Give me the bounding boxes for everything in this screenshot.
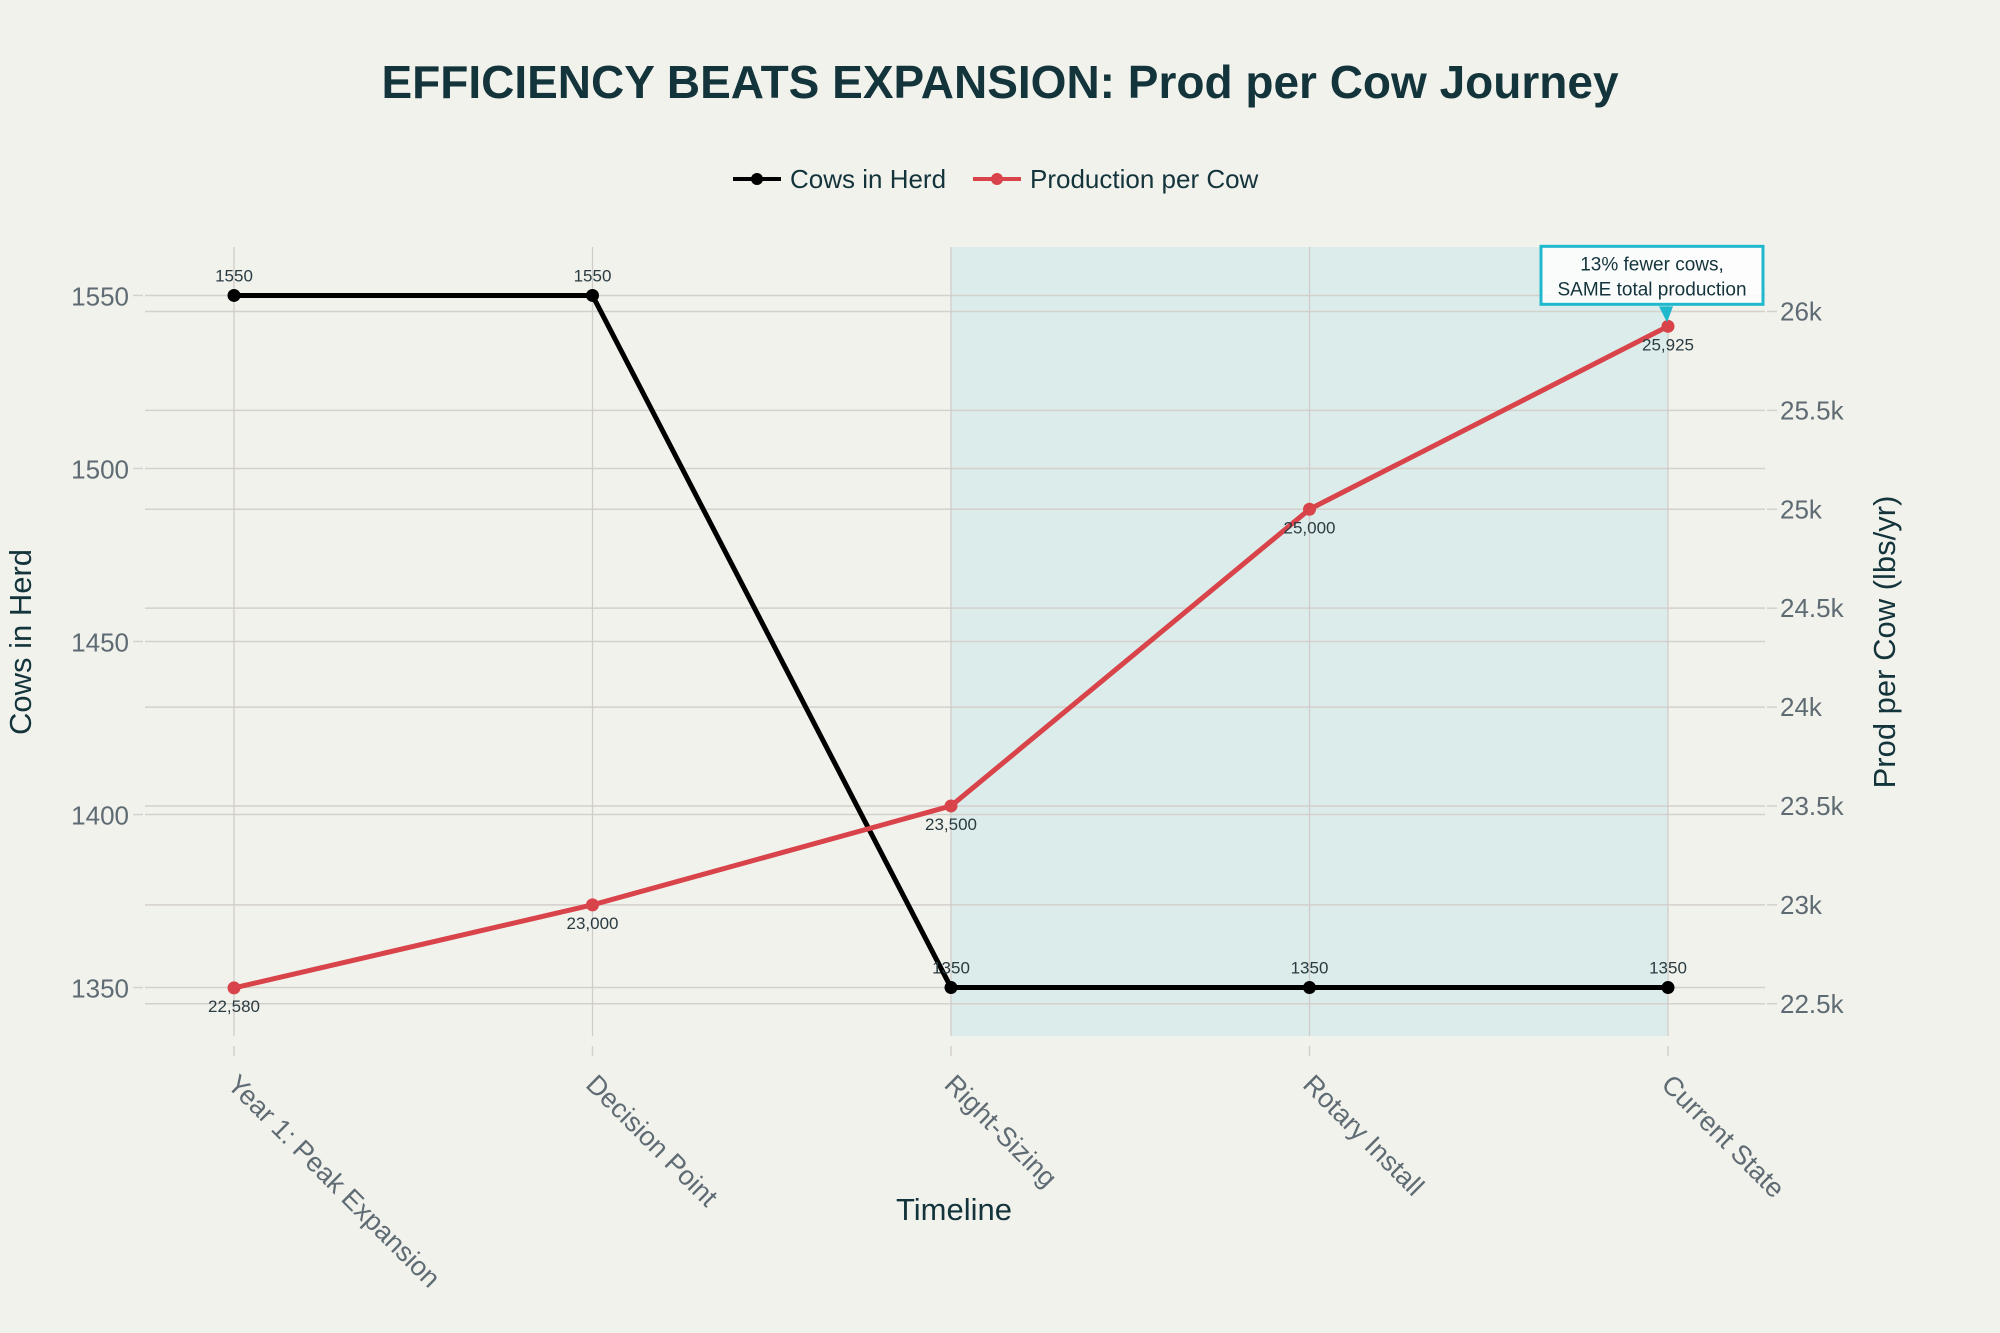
data-label-production: 25,925 [1642, 335, 1694, 354]
data-point-cows [1661, 981, 1675, 995]
y2-axis-title: Prod per Cow (lbs/yr) [1867, 496, 1902, 789]
y2-tick-label: 25k [1780, 494, 1823, 524]
y-tick-label: 1400 [71, 801, 129, 831]
legend-label-production: Production per Cow [1030, 164, 1259, 194]
data-point-production [944, 799, 958, 813]
y2-tick-label: 24.5k [1780, 593, 1845, 623]
chart-title: EFFICIENCY BEATS EXPANSION: Prod per Cow… [381, 56, 1618, 108]
data-label-cows: 1550 [215, 266, 253, 285]
y2-tick-label: 22.5k [1780, 989, 1845, 1019]
data-point-production [227, 981, 241, 995]
data-label-production: 22,580 [208, 997, 260, 1016]
annotation-box [1539, 244, 1765, 306]
y-tick-label: 1350 [71, 974, 129, 1004]
annotation-text: 13% fewer cows, [1580, 254, 1724, 275]
legend-marker-cows [751, 173, 763, 185]
y2-tick-label: 24k [1780, 692, 1823, 722]
legend-item-production[interactable]: Production per Cow [973, 164, 1259, 194]
data-label-cows: 1350 [1649, 959, 1687, 978]
annotation-text: SAME total production [1557, 279, 1746, 300]
legend-label-cows: Cows in Herd [790, 164, 946, 194]
legend-item-cows[interactable]: Cows in Herd [733, 164, 946, 194]
data-label-production: 23,500 [925, 815, 977, 834]
data-label-cows: 1350 [1291, 959, 1329, 978]
data-point-production [586, 898, 599, 912]
y2-tick-label: 23.5k [1780, 791, 1845, 821]
data-point-production [1303, 502, 1316, 516]
y-tick-label: 1500 [71, 454, 129, 484]
y2-tick-label: 25.5k [1780, 395, 1845, 425]
y-axis-title: Cows in Herd [3, 549, 38, 735]
x-axis-title: Timeline [896, 1192, 1012, 1227]
annotation-arrow [1659, 306, 1673, 323]
data-point-cows [586, 288, 599, 302]
y2-tick-label: 23k [1780, 890, 1823, 920]
legend-marker-production [991, 173, 1003, 185]
data-point-cows [1303, 981, 1316, 995]
data-label-cows: 1350 [932, 959, 970, 978]
data-point-cows [944, 981, 958, 995]
y-tick-label: 1450 [71, 628, 129, 658]
data-label-production: 25,000 [1284, 518, 1336, 537]
data-point-cows [227, 288, 241, 302]
y2-tick-label: 26k [1780, 296, 1823, 326]
data-point-production [1661, 319, 1675, 333]
y-tick-label: 1550 [71, 281, 129, 311]
legend[interactable]: Cows in Herd Production per Cow [733, 164, 1259, 194]
data-label-cows: 1550 [574, 266, 612, 285]
data-label-production: 23,000 [567, 914, 619, 933]
